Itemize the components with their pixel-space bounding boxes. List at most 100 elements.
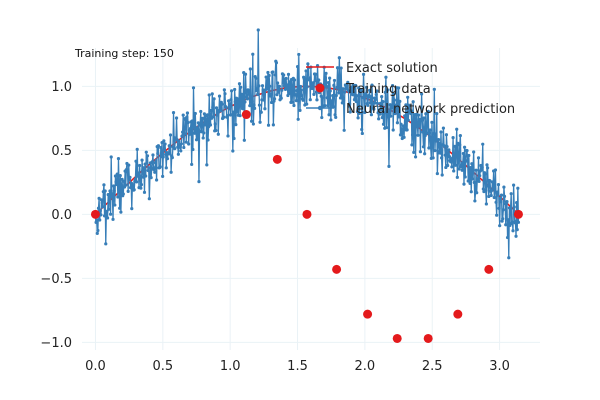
prediction-point (128, 175, 132, 179)
prediction-point (116, 157, 121, 161)
prediction-point (141, 175, 145, 179)
prediction-point (145, 161, 149, 165)
prediction-point (256, 28, 260, 32)
prediction-point (354, 83, 358, 88)
prediction-point (272, 97, 277, 101)
prediction-point (337, 56, 341, 60)
prediction-point (209, 108, 213, 113)
prediction-point (96, 228, 100, 233)
prediction-point (141, 168, 145, 173)
prediction-point (156, 144, 160, 148)
prediction-point (485, 163, 489, 167)
prediction-point (443, 144, 447, 148)
prediction-point (387, 164, 391, 168)
prediction-point (427, 131, 432, 135)
prediction-point (279, 96, 283, 100)
prediction-point (280, 88, 284, 92)
prediction-point (488, 179, 492, 183)
prediction-point (243, 72, 248, 76)
prediction-point (303, 80, 308, 85)
prediction-point (262, 98, 266, 102)
prediction-point (382, 111, 386, 115)
prediction-point (469, 165, 473, 170)
prediction-point (460, 168, 464, 172)
prediction-point (239, 85, 243, 89)
x-tick-label: 2.5 (422, 359, 443, 374)
prediction-point (257, 84, 261, 88)
prediction-point (470, 177, 475, 181)
prediction-point (308, 76, 312, 80)
prediction-point (230, 113, 234, 117)
prediction-point (184, 140, 188, 144)
prediction-point (142, 190, 147, 194)
prediction-point (145, 154, 150, 158)
prediction-point (328, 76, 332, 80)
prediction-point (381, 122, 386, 126)
prediction-point (306, 62, 310, 66)
prediction-point (252, 103, 256, 107)
prediction-point (374, 97, 378, 102)
prediction-point (497, 206, 501, 210)
prediction-point (287, 91, 291, 96)
prediction-point (208, 123, 213, 127)
prediction-point (298, 108, 302, 112)
prediction-point (191, 86, 196, 90)
prediction-point (449, 160, 453, 164)
prediction-point (472, 150, 476, 154)
prediction-point (242, 138, 246, 142)
prediction-point (510, 220, 514, 224)
prediction-point (433, 132, 438, 136)
prediction-point (368, 101, 372, 105)
prediction-point (212, 97, 216, 101)
training-data-series (90, 110, 523, 343)
prediction-point (391, 128, 395, 132)
prediction-point (326, 104, 330, 108)
prediction-point (429, 146, 433, 150)
prediction-point (469, 190, 473, 194)
prediction-point (379, 107, 383, 112)
prediction-point (372, 107, 376, 111)
prediction-point (511, 229, 515, 233)
prediction-point (351, 83, 355, 87)
prediction-point (494, 200, 498, 204)
prediction-point (284, 76, 288, 81)
prediction-point (335, 66, 340, 70)
legend-training-label: Training data (345, 82, 431, 97)
prediction-point (265, 87, 269, 91)
prediction-point (188, 132, 192, 136)
prediction-point (406, 95, 410, 99)
prediction-point (241, 103, 245, 107)
prediction-point (110, 195, 115, 199)
prediction-point (285, 83, 289, 87)
prediction-point (430, 120, 434, 124)
prediction-point (133, 177, 138, 181)
prediction-point (341, 99, 346, 103)
prediction-point (438, 151, 442, 155)
prediction-point (247, 92, 251, 96)
prediction-point (426, 109, 430, 114)
prediction-point (357, 111, 361, 116)
prediction-point (108, 189, 112, 193)
prediction-point (507, 256, 511, 260)
prediction-point (292, 103, 296, 108)
prediction-point (341, 87, 345, 91)
prediction-point (493, 168, 498, 172)
prediction-point (399, 122, 403, 126)
prediction-point (312, 92, 316, 96)
prediction-point (360, 127, 364, 132)
prediction-point (452, 160, 456, 165)
prediction-point (159, 146, 163, 150)
prediction-point (401, 124, 406, 128)
prediction-point (412, 150, 416, 154)
prediction-point (214, 106, 219, 110)
prediction-point (240, 92, 244, 96)
prediction-point (496, 193, 500, 197)
prediction-point (256, 92, 260, 97)
prediction-point (200, 116, 205, 120)
prediction-point (234, 122, 238, 127)
training-data-point (453, 309, 463, 319)
prediction-point (484, 202, 488, 206)
prediction-point (416, 133, 420, 137)
prediction-point (405, 128, 409, 132)
prediction-point (394, 103, 398, 107)
